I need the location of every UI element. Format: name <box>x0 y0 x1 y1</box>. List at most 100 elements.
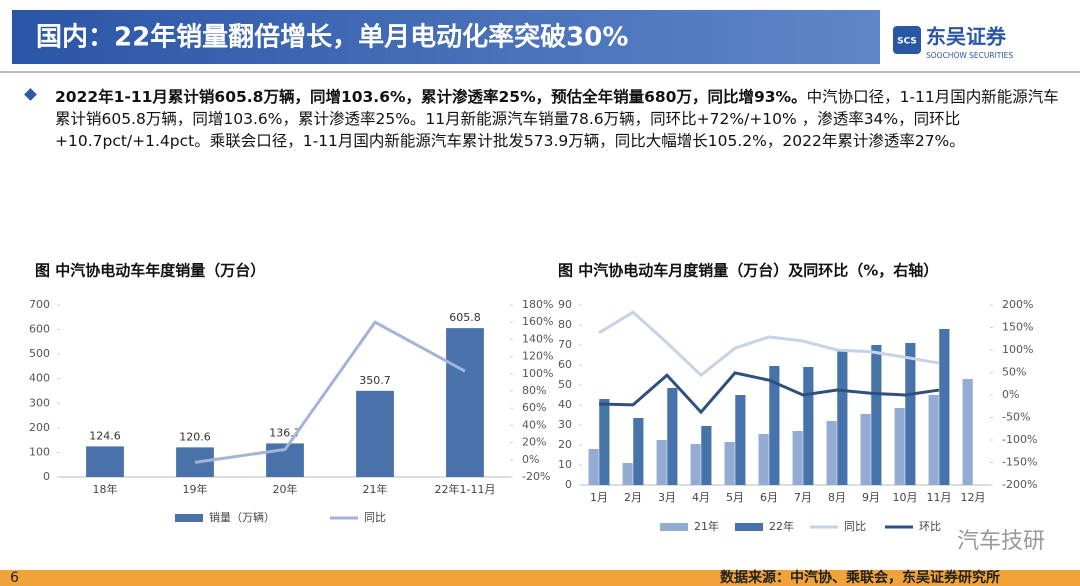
line <box>194 320 466 464</box>
data-label: 350.7 <box>359 374 391 387</box>
y-tick-label: 90 <box>558 298 572 311</box>
data-label: 124.6 <box>89 429 121 442</box>
legend-label: 环比 <box>919 520 941 533</box>
watermark: 汽车技研 <box>957 529 1045 554</box>
y2-tick-label: -200% <box>1002 478 1037 491</box>
y-tick-label: 600 <box>29 323 50 336</box>
legend-swatch <box>735 523 763 531</box>
logo-mark: SCS <box>897 37 917 47</box>
footer-bar <box>0 570 1080 586</box>
y2-tick-label: 40% <box>522 418 546 431</box>
logo-sub: SOOCHOW SECURITIES <box>926 51 1013 60</box>
y2-tick-label: -20% <box>522 470 550 483</box>
data-label: 120.6 <box>179 430 211 443</box>
y-tick-label: 700 <box>29 298 50 311</box>
y2-tick-label: 100% <box>1002 343 1033 356</box>
chart-title: 图 中汽协电动车年度销量（万台） <box>35 262 265 280</box>
bar <box>735 395 746 485</box>
x-tick-label: 4月 <box>692 491 710 504</box>
bar <box>724 442 735 485</box>
bar <box>894 408 905 485</box>
y-tick-label: 20 <box>558 438 572 451</box>
legend-label: 销量（万辆） <box>209 510 275 524</box>
logo-name: 东吴证券 <box>926 25 1007 49</box>
y-tick-label: 300 <box>29 396 50 409</box>
y-tick-label: 60 <box>558 358 572 371</box>
data-label: 605.8 <box>449 311 481 324</box>
bar <box>928 395 939 485</box>
bar <box>792 431 803 485</box>
legend-label: 同比 <box>364 511 386 524</box>
y2-tick-label: 160% <box>522 315 553 328</box>
x-tick-label: 6月 <box>760 491 778 504</box>
legend-swatch <box>175 514 203 522</box>
x-tick-label: 2月 <box>624 491 642 504</box>
y2-tick-label: 120% <box>522 350 553 363</box>
x-tick-label: 12月 <box>961 491 986 504</box>
x-tick-label: 8月 <box>828 491 846 504</box>
y2-tick-label: -150% <box>1002 456 1037 469</box>
x-tick-label: 10月 <box>893 491 918 504</box>
y2-tick-label: 150% <box>1002 321 1033 334</box>
bar <box>769 366 780 485</box>
y-tick-label: 200 <box>29 421 50 434</box>
bar <box>939 329 950 485</box>
bar <box>690 444 701 485</box>
bar <box>588 449 599 485</box>
page-number: 6 <box>10 570 19 586</box>
x-tick-label: 3月 <box>658 491 676 504</box>
bar <box>633 418 644 485</box>
y-tick-label: 100 <box>29 445 50 458</box>
legend-label: 21年 <box>694 519 719 533</box>
header-title: 国内：22年销量翻倍增长，单月电动化率突破30% <box>36 22 628 53</box>
y2-tick-label: 180% <box>522 298 553 311</box>
y2-tick-label: 0% <box>522 453 539 466</box>
x-tick-label: 21年 <box>363 482 388 496</box>
bar <box>758 434 769 485</box>
bullet-text: 2022年1-11月累计销605.8万辆，同增103.6%，累计渗透率25%，预… <box>55 86 1065 152</box>
x-tick-label: 19年 <box>183 482 208 496</box>
y2-tick-label: -50% <box>1002 411 1030 424</box>
bar <box>446 328 484 477</box>
x-tick-label: 20年 <box>273 482 298 496</box>
bar <box>803 367 814 485</box>
x-tick-label: 1月 <box>590 491 608 504</box>
bar <box>860 414 871 485</box>
chart-title: 图 中汽协电动车月度销量（万台）及同环比（%，右轴） <box>558 262 938 280</box>
x-tick-label: 5月 <box>726 491 744 504</box>
bar <box>656 440 667 485</box>
y2-tick-label: 200% <box>1002 298 1033 311</box>
y-tick-label: 70 <box>558 338 572 351</box>
bullet-body: 中汽协口径，1-11月国内新能源汽车累计销605.8万辆，同增103.6%，累计… <box>55 88 1059 150</box>
line <box>598 371 940 415</box>
y-tick-label: 0 <box>565 478 572 491</box>
line <box>598 310 940 378</box>
y2-tick-label: 140% <box>522 332 553 345</box>
y2-tick-label: 20% <box>522 436 546 449</box>
y-tick-label: 80 <box>558 318 572 331</box>
x-tick-label: 22年1-11月 <box>435 482 496 496</box>
bar <box>356 390 394 477</box>
bar <box>826 421 837 485</box>
y2-tick-label: 50% <box>1002 366 1026 379</box>
y2-tick-label: 0% <box>1002 388 1019 401</box>
y2-tick-label: 60% <box>522 401 546 414</box>
bar <box>86 446 124 477</box>
y-tick-label: 50 <box>558 378 572 391</box>
y2-tick-label: -100% <box>1002 433 1037 446</box>
y-tick-label: 500 <box>29 347 50 360</box>
legend-label: 22年 <box>769 519 794 533</box>
y-tick-label: 400 <box>29 372 50 385</box>
bar <box>871 345 882 485</box>
bar <box>837 351 848 485</box>
y-tick-label: 0 <box>43 470 50 483</box>
header-bar <box>12 10 880 64</box>
y-tick-label: 10 <box>558 458 572 471</box>
x-tick-label: 18年 <box>93 482 118 496</box>
legend-swatch <box>660 523 688 531</box>
bar <box>599 399 610 485</box>
y2-tick-label: 80% <box>522 384 546 397</box>
x-tick-label: 11月 <box>927 491 952 504</box>
